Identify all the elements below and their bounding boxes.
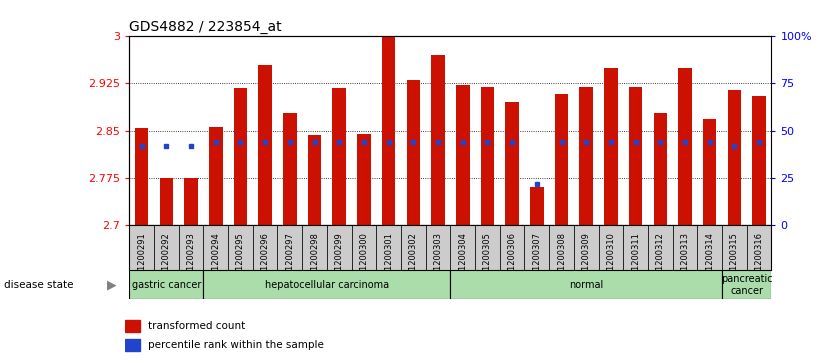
Bar	[752, 96, 766, 225]
Bar	[154, 225, 178, 270]
Bar	[722, 270, 771, 299]
Bar	[203, 270, 450, 299]
Text: GSM1200297: GSM1200297	[285, 232, 294, 288]
Bar	[623, 225, 648, 270]
Bar	[159, 178, 173, 225]
Bar	[129, 225, 154, 270]
Text: GSM1200294: GSM1200294	[211, 232, 220, 287]
Text: percentile rank within the sample: percentile rank within the sample	[148, 340, 324, 350]
Bar	[184, 178, 198, 225]
Text: GSM1200292: GSM1200292	[162, 232, 171, 287]
Text: normal: normal	[569, 280, 603, 290]
Bar	[382, 36, 395, 225]
Text: GSM1200309: GSM1200309	[581, 232, 590, 288]
Bar	[673, 225, 697, 270]
Bar	[599, 225, 623, 270]
Bar	[228, 225, 253, 270]
Text: GSM1200300: GSM1200300	[359, 232, 369, 288]
Bar	[327, 225, 352, 270]
Bar	[376, 225, 401, 270]
Bar	[425, 225, 450, 270]
Bar	[450, 270, 722, 299]
Bar	[203, 225, 228, 270]
Bar	[308, 135, 321, 225]
Text: GSM1200302: GSM1200302	[409, 232, 418, 288]
Text: GSM1200301: GSM1200301	[384, 232, 393, 288]
Bar	[209, 127, 223, 225]
Bar	[525, 225, 549, 270]
Bar	[456, 85, 470, 225]
Text: GSM1200305: GSM1200305	[483, 232, 492, 288]
Text: transformed count: transformed count	[148, 321, 245, 331]
Bar	[604, 68, 618, 225]
Bar	[746, 225, 771, 270]
Bar	[505, 102, 519, 225]
Text: GSM1200304: GSM1200304	[458, 232, 467, 288]
Bar	[352, 225, 376, 270]
Bar	[629, 87, 642, 225]
Bar	[125, 339, 139, 351]
Bar	[549, 225, 574, 270]
Text: GSM1200314: GSM1200314	[706, 232, 714, 288]
Bar	[574, 225, 599, 270]
Bar	[697, 225, 722, 270]
Text: GSM1200303: GSM1200303	[434, 232, 443, 288]
Text: GSM1200299: GSM1200299	[334, 232, 344, 287]
Text: GSM1200312: GSM1200312	[656, 232, 665, 288]
Bar	[135, 127, 148, 225]
Text: GSM1200307: GSM1200307	[532, 232, 541, 288]
Bar	[401, 225, 425, 270]
Bar	[406, 80, 420, 225]
Text: GSM1200298: GSM1200298	[310, 232, 319, 288]
Text: GSM1200295: GSM1200295	[236, 232, 245, 287]
Bar	[259, 65, 272, 225]
Bar	[333, 88, 346, 225]
Bar	[648, 225, 673, 270]
Bar	[654, 113, 667, 225]
Text: GSM1200316: GSM1200316	[755, 232, 764, 288]
Bar	[234, 88, 247, 225]
Text: GDS4882 / 223854_at: GDS4882 / 223854_at	[129, 20, 282, 34]
Text: GSM1200296: GSM1200296	[260, 232, 269, 288]
Bar	[727, 90, 741, 225]
Bar	[500, 225, 525, 270]
Text: GSM1200306: GSM1200306	[508, 232, 516, 288]
Text: GSM1200315: GSM1200315	[730, 232, 739, 288]
Bar	[480, 87, 495, 225]
Bar	[125, 321, 139, 332]
Bar	[283, 113, 297, 225]
Text: gastric cancer: gastric cancer	[132, 280, 201, 290]
Text: GSM1200291: GSM1200291	[137, 232, 146, 287]
Text: ▶: ▶	[107, 278, 117, 291]
Text: GSM1200308: GSM1200308	[557, 232, 566, 288]
Bar	[703, 119, 716, 225]
Bar	[580, 87, 593, 225]
Text: disease state: disease state	[4, 280, 73, 290]
Bar	[475, 225, 500, 270]
Bar	[129, 270, 203, 299]
Bar	[555, 94, 568, 225]
Text: GSM1200293: GSM1200293	[187, 232, 195, 288]
Bar	[357, 134, 370, 225]
Text: hepatocellular carcinoma: hepatocellular carcinoma	[265, 280, 389, 290]
Text: pancreatic
cancer: pancreatic cancer	[721, 274, 772, 296]
Bar	[278, 225, 302, 270]
Bar	[530, 187, 544, 225]
Text: GSM1200311: GSM1200311	[631, 232, 641, 288]
Text: GSM1200313: GSM1200313	[681, 232, 690, 288]
Bar	[722, 225, 746, 270]
Bar	[178, 225, 203, 270]
Bar	[431, 55, 445, 225]
Bar	[253, 225, 278, 270]
Bar	[450, 225, 475, 270]
Text: GSM1200310: GSM1200310	[606, 232, 615, 288]
Bar	[678, 68, 691, 225]
Bar	[302, 225, 327, 270]
